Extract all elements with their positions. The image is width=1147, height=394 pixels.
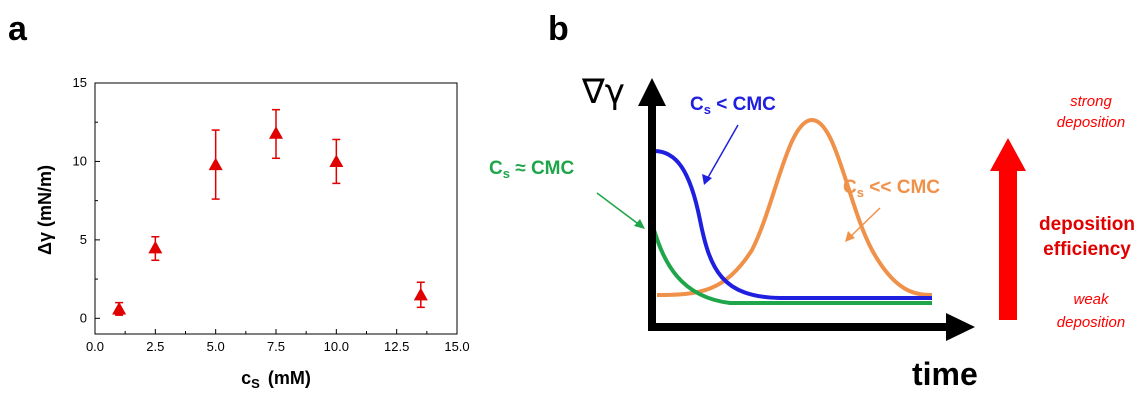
error-bars xyxy=(115,108,425,316)
x-axis-label-c: c xyxy=(241,368,251,388)
green-curve-label: Cs ≈ CMC xyxy=(489,158,575,181)
x-tick-label: 5.0 xyxy=(207,339,225,354)
blue-label-c: C xyxy=(690,94,704,115)
orange-label-rest: << CMC xyxy=(864,177,940,198)
y-tick-label: 5 xyxy=(80,232,87,247)
efficiency-arrow-head xyxy=(990,138,1026,171)
y-tick-label: 15 xyxy=(73,75,87,90)
orange-curve-label: Cs << CMC xyxy=(843,177,940,200)
x-tick-label: 2.5 xyxy=(146,339,164,354)
x-axis-label-sub: S xyxy=(251,376,260,391)
orange-label-sub: s xyxy=(857,185,864,200)
blue-label-rest: < CMC xyxy=(711,94,776,115)
x-tick-label: 0.0 xyxy=(86,339,104,354)
blue-curve xyxy=(653,149,932,300)
x-tick-label: 10.0 xyxy=(324,339,349,354)
strong-label-line2: deposition xyxy=(1057,114,1125,131)
green-label-rest: ≈ CMC xyxy=(510,158,575,179)
efficiency-arrow-shaft xyxy=(999,170,1017,320)
blue-pointer xyxy=(705,124,739,182)
y-tick-label: 0 xyxy=(80,310,87,325)
data-point xyxy=(148,240,163,254)
efficiency-label-line2: efficiency xyxy=(1043,239,1131,260)
y-axis-label: ∇γ xyxy=(581,72,625,112)
green-pointer-head xyxy=(634,219,645,229)
x-axis-label-unit: (mM) xyxy=(268,368,311,388)
panel-b-letter: b xyxy=(548,10,569,48)
data-points xyxy=(112,126,428,315)
green-curve xyxy=(652,229,932,305)
strong-label-line1: strong xyxy=(1070,93,1112,110)
x-ticks: 0.0 2.5 5.0 7.5 10.0 12.5 15.0 xyxy=(86,329,470,354)
y-tick-label: 10 xyxy=(73,153,87,168)
weak-label-line1: weak xyxy=(1073,291,1110,308)
blue-label-sub: s xyxy=(704,102,711,117)
weak-label-line2: deposition xyxy=(1057,314,1125,331)
data-point xyxy=(413,287,428,301)
green-label-sub: s xyxy=(503,166,510,181)
y-ticks: 0 5 10 15 xyxy=(73,75,100,325)
data-point xyxy=(208,157,223,171)
y-axis-arrowhead xyxy=(638,78,666,106)
x-tick-label: 7.5 xyxy=(267,339,285,354)
panel-b-schematic: ∇γ time Cs < CMC Cs ≈ CMC Cs << CMC stro… xyxy=(489,72,1135,392)
x-axis-label: cS (mM) xyxy=(241,368,311,391)
orange-curve xyxy=(656,117,933,297)
green-label-c: C xyxy=(489,158,503,179)
efficiency-label-line1: deposition xyxy=(1039,214,1135,235)
orange-pointer-head xyxy=(845,231,855,242)
orange-label-c: C xyxy=(843,177,857,198)
orange-pointer xyxy=(848,207,881,239)
data-point xyxy=(112,301,127,315)
blue-curve-label: Cs < CMC xyxy=(690,94,776,117)
x-axis-arrowhead xyxy=(946,313,975,341)
data-point xyxy=(269,126,283,139)
data-point xyxy=(329,154,344,168)
x-axis-label: time xyxy=(912,356,978,392)
green-pointer xyxy=(596,192,642,227)
blue-pointer-head xyxy=(702,174,712,185)
x-tick-label: 15.0 xyxy=(444,339,469,354)
y-axis-label: Δγ (mN/m) xyxy=(35,165,55,255)
x-tick-label: 12.5 xyxy=(384,339,409,354)
panel-a-letter: a xyxy=(8,10,28,48)
panel-a-chart: 0.0 2.5 5.0 7.5 10.0 12.5 15.0 0 5 10 15 Δγ (mN/m… xyxy=(35,75,470,391)
